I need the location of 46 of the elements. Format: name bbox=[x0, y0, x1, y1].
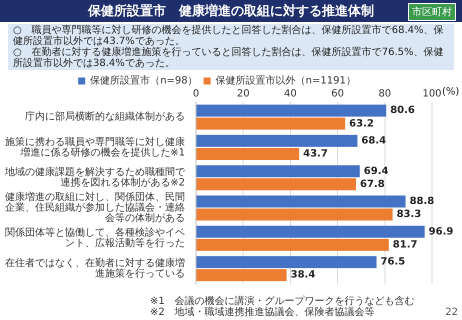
text: ※2 地域・職域連携推進協議会、保険者協議会等 bbox=[150, 307, 376, 318]
y-tick-label: 地域の健康課題を解決するため職種間で連携を図れる体制がある※2 bbox=[4, 166, 186, 189]
chart-title: 保健所設置市 健康増進の取組に対する推進体制 bbox=[88, 2, 374, 20]
y-tick-label: 庁内に部局横断的な組織体制がある bbox=[25, 110, 185, 123]
bar bbox=[196, 196, 406, 208]
bar bbox=[196, 208, 393, 221]
data-label: 68.4 bbox=[361, 136, 386, 147]
bar bbox=[196, 165, 360, 178]
y-tick-label: 関係団体等と協働して、各種検診やイベント、広報活動等を行った bbox=[5, 226, 185, 250]
data-label: 38.4 bbox=[290, 270, 316, 281]
text: 22 bbox=[445, 307, 458, 318]
x-tick-label: 0 bbox=[192, 88, 200, 100]
chart-subtitle: 市区町村 bbox=[408, 3, 456, 21]
bar bbox=[196, 178, 356, 190]
y-tick-label: 在住者ではなく、在勤者に対する健康増進施策を行っている bbox=[5, 256, 185, 280]
bar bbox=[196, 269, 287, 282]
data-label: 69.4 bbox=[364, 166, 388, 177]
legend-label: 保健所設置市以外（n=1191） bbox=[216, 74, 356, 87]
data-label: 81.7 bbox=[392, 239, 418, 250]
text: ○ 職員や専門職等に対し研修の機会を提供したと回答した割合は、保健所設置市で68.4%、保健所設置市以外では43.7%であった。 bbox=[13, 25, 444, 47]
bar bbox=[196, 148, 300, 160]
legend-label: 保健所設置市（n=98） bbox=[90, 74, 198, 87]
data-label: 63.2 bbox=[349, 118, 374, 130]
data-label: 83.3 bbox=[396, 209, 422, 220]
bar bbox=[196, 118, 346, 130]
bar bbox=[196, 226, 425, 238]
x-tick-label: 20 bbox=[236, 88, 250, 100]
bar bbox=[196, 238, 389, 251]
data-label: 76.5 bbox=[380, 256, 406, 268]
x-tick-label: 80 bbox=[378, 88, 392, 100]
data-label: 43.7 bbox=[303, 148, 328, 160]
y-tick-label: 健康増進の取組に対し、関係団体、民間企業、住民組織が参加した協議会・連絡会等の体制がある bbox=[5, 191, 185, 224]
text: ※1 会議の機会に講演・グループワークを行うなども含む bbox=[150, 296, 415, 307]
x-axis-title: (%) bbox=[442, 86, 460, 98]
bar bbox=[196, 134, 358, 147]
data-label: 96.9 bbox=[428, 226, 454, 238]
data-label: 80.6 bbox=[390, 105, 415, 116]
x-tick-label: 60 bbox=[331, 88, 344, 100]
bar bbox=[196, 104, 386, 117]
bar bbox=[196, 256, 377, 268]
x-tick-label: 40 bbox=[284, 88, 297, 100]
data-label: 67.8 bbox=[360, 178, 385, 190]
data-label: 88.8 bbox=[410, 196, 434, 208]
text: ○ 在勤者に対する健康増進施策を行っていると回答した割合は、保健所設置市で76.5%、保健所設置市以外では38.4%であった。 bbox=[13, 47, 444, 69]
y-tick-label: 施策に携わる職員や専門職等に対し健康増進に係る研修の機会を提供した※1 bbox=[5, 136, 185, 158]
x-tick-label: 100 bbox=[422, 88, 442, 100]
